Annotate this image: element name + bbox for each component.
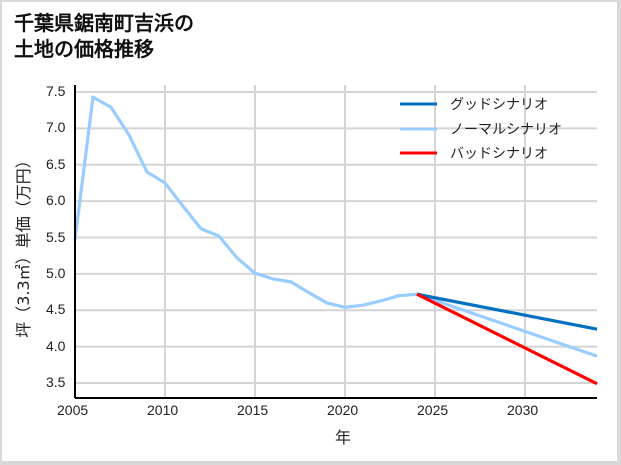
x-tick-label: 2030 (507, 402, 539, 418)
y-tick-label: 7.0 (46, 119, 66, 136)
x-tick-label: 2025 (417, 402, 449, 418)
x-tick-label: 2005 (57, 402, 89, 418)
series-line (416, 292, 598, 331)
x-axis-label: 年 (335, 428, 352, 447)
y-tick-label: 6.0 (46, 192, 66, 209)
y-tick-label: 7.5 (46, 83, 66, 99)
title-line-2: 土地の価格推移 (14, 37, 154, 61)
legend-label: グッドシナリオ (450, 97, 548, 113)
legend-label: ノーマルシナリオ (450, 122, 562, 138)
y-tick-label: 4.5 (46, 301, 66, 318)
legend-label: バッドシナリオ (450, 146, 548, 162)
title-line-1: 千葉県鋸南町吉浜の (14, 11, 194, 35)
x-tick-label: 2015 (237, 402, 269, 418)
y-tick-label: 4.0 (46, 337, 66, 354)
series-line (416, 292, 598, 386)
series-line (73, 95, 598, 358)
x-tick-label: 2020 (327, 402, 359, 418)
x-tick-label: 2010 (147, 402, 179, 418)
y-tick-label: 5.0 (46, 264, 66, 281)
y-axis-label: 坪（3.3㎡）単価（万円） (14, 152, 33, 338)
y-tick-label: 3.5 (46, 374, 66, 390)
chart-title: 千葉県鋸南町吉浜の 土地の価格推移 (14, 10, 194, 62)
y-tick-label: 5.5 (46, 228, 66, 245)
y-tick-label: 6.5 (46, 155, 66, 172)
